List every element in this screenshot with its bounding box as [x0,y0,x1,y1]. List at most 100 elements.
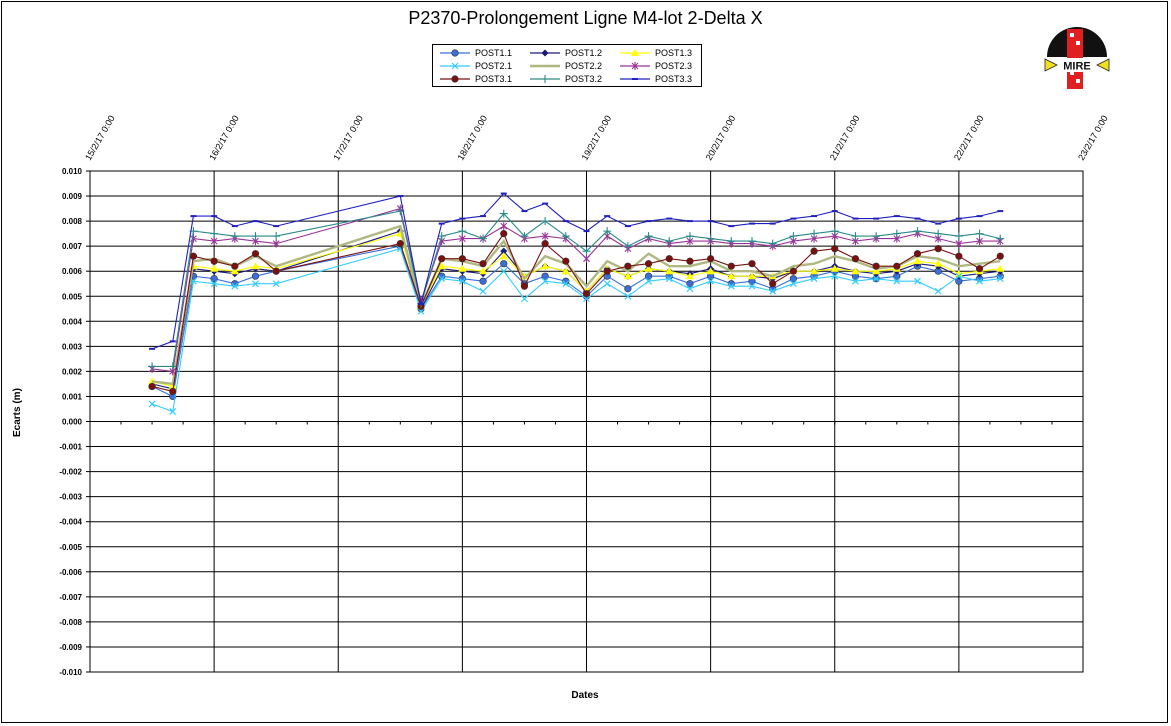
data-point [417,307,425,315]
data-point [458,255,466,263]
data-point [479,287,487,295]
data-point [851,232,860,241]
data-point [852,277,859,285]
data-point [631,62,639,70]
data-point [789,232,798,241]
data-point [830,264,839,272]
data-point [769,280,777,288]
y-tick-label: -0.005 [59,543,82,552]
data-point [934,245,942,253]
data-point [644,260,653,268]
data-point [830,227,839,236]
data-point [541,262,550,270]
x-tick-label: 16/2/17 0:00 [207,114,241,162]
x-axis-label: Dates [571,690,599,701]
data-point [748,282,756,290]
data-point [230,232,239,241]
data-point [561,232,570,241]
legend-label: POST1.3 [655,48,693,58]
legend-swatch [620,78,650,80]
data-point [500,222,508,231]
y-tick-label: -0.007 [59,593,82,602]
data-point [520,232,529,241]
y-tick-label: -0.009 [59,643,82,652]
legend-swatch [620,49,650,56]
data-point [996,252,1004,260]
x-tick-label: 18/2/17 0:00 [455,114,489,162]
legend-label: POST2.1 [475,61,513,71]
data-point [148,362,157,371]
y-tick-label: 0.009 [62,192,83,201]
data-point [707,255,715,263]
data-point [623,242,632,251]
y-tick-label: -0.002 [59,468,82,477]
data-point [189,252,198,260]
data-point [458,277,466,285]
legend-label: POST2.2 [565,61,603,71]
legend-swatch [440,62,470,70]
data-point [893,277,901,285]
legend-swatch [530,64,560,68]
y-tick-label: 0.007 [62,242,83,251]
legend-label: POST3.1 [475,74,513,84]
y-tick-label: 0.004 [62,317,83,326]
data-point [624,262,632,270]
y-tick-label: -0.008 [59,618,82,627]
legend-label: POST1.1 [475,48,513,58]
data-point [210,237,218,246]
data-point [479,277,487,285]
data-point [913,227,922,236]
data-point [210,229,219,238]
data-point [437,262,446,270]
legend-swatch [440,49,470,57]
data-point [975,265,984,273]
data-point [706,234,715,243]
data-point [561,267,570,275]
data-point [458,234,466,243]
data-point [789,275,797,283]
data-point [251,262,260,270]
data-point [500,267,508,275]
legend-swatch [620,62,650,70]
y-tick-label: 0.001 [62,392,83,401]
data-point [934,287,942,295]
legend-swatch [530,75,560,83]
y-tick-label: -0.010 [59,668,82,677]
data-point [665,267,674,275]
data-point [451,62,459,70]
data-point [541,232,549,241]
data-point [872,267,881,275]
y-tick-label: 0.006 [62,267,83,276]
mire-logo: MIRE [1043,27,1111,91]
data-point [872,262,880,270]
y-tick-label: 0.003 [62,342,83,351]
data-point [706,267,715,275]
data-point [831,272,839,280]
legend-label: POST2.3 [655,61,693,71]
x-tick-label: 15/2/17 0:00 [83,114,117,162]
data-point [499,252,508,260]
data-point [685,232,694,241]
data-point [748,260,756,268]
series-post3-1 [148,230,1004,396]
y-tick-label: 0.010 [62,167,83,176]
data-point [251,232,260,241]
data-point [169,408,177,415]
data-point [251,250,260,258]
data-point [748,272,756,280]
data-point [148,382,156,391]
data-point [603,280,611,288]
data-point [451,75,459,83]
data-point [541,217,550,226]
data-point [499,209,508,218]
y-tick-label: 0.005 [62,292,83,301]
data-point [521,295,528,303]
x-tick-label: 17/2/17 0:00 [331,114,365,162]
legend-swatch [440,75,470,83]
data-point [396,240,404,248]
data-point [665,237,674,246]
data-point [975,229,984,238]
data-point [623,272,632,280]
data-point [955,239,963,248]
